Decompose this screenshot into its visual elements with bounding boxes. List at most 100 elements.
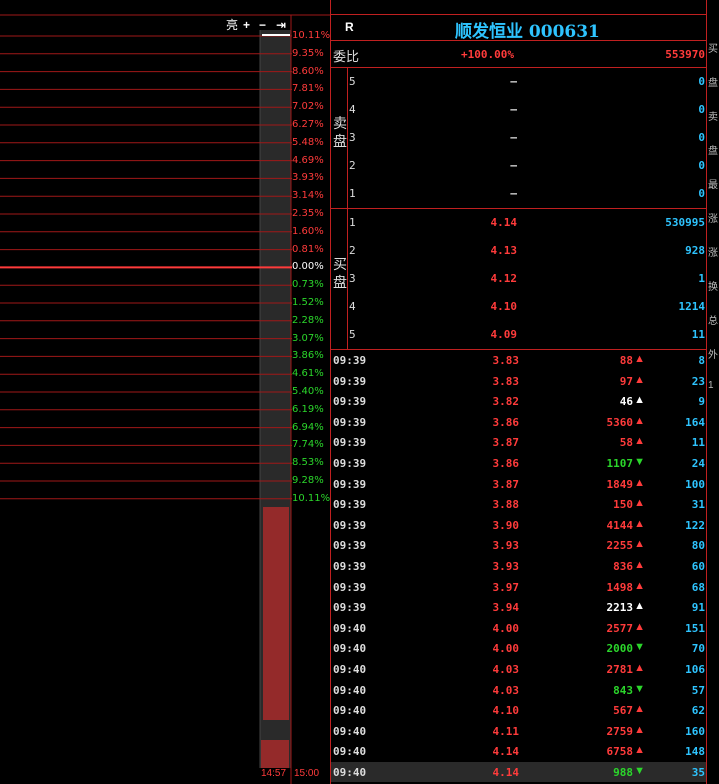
book-volume: 0 [698, 187, 705, 200]
pct-tick-label: 2.28% [292, 314, 324, 326]
tick-row[interactable]: 09:39 3.87 58 ▲ 11 [331, 432, 707, 452]
tick-time: 09:39 [333, 395, 367, 409]
tick-row[interactable]: 09:39 3.97 1498 ▲ 68 [331, 577, 707, 597]
pct-tick-label: 0.73% [292, 279, 324, 291]
tick-volume: 58 [619, 436, 633, 450]
arrow-up-icon: ▲ [634, 662, 645, 674]
arrow-down-icon: ▼ [634, 765, 645, 777]
edge-label: 卖 [708, 112, 718, 123]
tick-row[interactable]: 09:40 4.00 2000 ▼ 70 [331, 638, 707, 658]
tick-row[interactable]: 09:39 3.86 1107 ▼ 24 [331, 453, 707, 473]
tick-count: 57 [691, 683, 705, 697]
book-row[interactable]: 2 4.13 928 [331, 237, 707, 265]
tick-price: 3.82 [492, 395, 520, 409]
r-badge[interactable]: R [345, 20, 354, 34]
zoom-out-icon[interactable]: − [259, 18, 267, 32]
tick-time: 09:40 [333, 663, 367, 676]
time-end-label: 15:00 [294, 768, 320, 779]
arrow-up-icon: ▲ [634, 476, 645, 489]
tick-row[interactable]: 09:39 3.93 2255 ▲ 80 [331, 535, 707, 555]
arrow-down-icon: ▼ [634, 682, 645, 695]
zoom-in-icon[interactable]: + [243, 18, 251, 32]
tick-row[interactable]: 09:39 3.88 150 ▲ 31 [331, 494, 707, 514]
edge-label: 换 [708, 282, 718, 293]
book-row[interactable]: 1 4.14 530995 [331, 209, 707, 237]
tick-volume: 567 [613, 704, 633, 718]
arrow-up-icon: ▲ [634, 538, 645, 551]
tick-row[interactable]: 09:39 3.82 46 ▲ 9 [331, 391, 707, 411]
book-volume: 1 [698, 272, 705, 285]
tick-price: 3.83 [492, 374, 520, 388]
pct-tick-label: 7.81% [292, 83, 324, 95]
book-price: 4.13 [490, 244, 518, 257]
book-level: 2 [349, 244, 356, 257]
book-row[interactable]: 4 – 0 [331, 96, 707, 124]
sell-label: 卖盘 [333, 115, 347, 149]
arrow-up-icon: ▲ [634, 517, 645, 530]
arrow-up-icon: ▲ [634, 559, 645, 571]
pct-tick-label: 4.61% [292, 368, 324, 380]
pct-tick-label: 1.60% [292, 225, 324, 237]
tick-price: 3.97 [492, 580, 520, 594]
tick-price: 4.14 [492, 745, 520, 759]
tick-volume: 1498 [606, 580, 634, 594]
tick-row[interactable]: 09:39 3.86 5360 ▲ 164 [331, 412, 707, 432]
tick-price: 3.90 [492, 518, 520, 532]
buy-divider [347, 209, 348, 349]
tick-volume: 2000 [606, 642, 634, 656]
tick-row[interactable]: 09:39 3.83 97 ▲ 23 [331, 371, 707, 391]
book-row[interactable]: 3 – 0 [331, 124, 707, 152]
tick-count: 24 [691, 457, 705, 470]
arrow-up-icon: ▲ [634, 414, 645, 427]
quote-panel: R 顺发恒业 000631 委比 +100.00% 553970 卖盘 5–0 4… [330, 0, 707, 784]
tick-count: 164 [685, 415, 705, 429]
edge-label: 盘 [708, 78, 718, 89]
tick-row[interactable]: 09:39 3.87 1849 ▲ 100 [331, 474, 707, 494]
tick-row[interactable]: 09:39 3.93 836 ▲ 60 [331, 556, 707, 576]
tick-row[interactable]: 09:39 3.83 88 ▲ 8 [331, 350, 707, 370]
book-volume: 0 [698, 75, 705, 88]
book-volume: 928 [685, 244, 705, 257]
tick-volume: 2781 [606, 663, 634, 676]
fit-icon[interactable]: ⇥ [276, 18, 287, 32]
buy-book: 买盘 1 4.14 530995 2 4.13 928 3 4.12 1 4 4.10 1214 5 4.… [331, 209, 707, 350]
tick-row[interactable]: 09:40 4.03 2781 ▲ 106 [331, 659, 707, 679]
pct-tick-label: 10.11% [292, 492, 331, 504]
arrow-up-icon: ▲ [634, 353, 645, 365]
tick-row[interactable]: 09:39 3.90 4144 ▲ 122 [331, 515, 707, 535]
tick-time: 09:39 [333, 518, 367, 532]
book-row[interactable]: 2 – 0 [331, 152, 707, 180]
weibi-diff: 553970 [665, 48, 705, 61]
tick-row[interactable]: 09:40 4.14 988 ▼ 35 [331, 762, 707, 782]
tick-volume: 1107 [606, 457, 634, 470]
book-row[interactable]: 4 4.10 1214 [331, 293, 707, 321]
tick-time: 09:39 [333, 374, 367, 388]
tick-row[interactable]: 09:39 3.94 2213 ▲ 91 [331, 597, 707, 617]
tick-count: 160 [685, 724, 705, 738]
tick-count: 80 [691, 539, 705, 553]
tick-volume: 4144 [606, 518, 634, 532]
book-row[interactable]: 5 4.09 11 [331, 321, 707, 349]
book-volume: 0 [698, 103, 705, 116]
book-row[interactable]: 1 – 0 [331, 180, 707, 208]
chart-canvas [0, 14, 330, 784]
book-level: 2 [349, 159, 356, 172]
tick-count: 70 [691, 642, 705, 656]
pct-tick-label: 1.52% [292, 297, 324, 308]
tick-time: 09:39 [333, 354, 367, 367]
tick-time: 09:39 [333, 539, 367, 553]
tick-count: 62 [691, 704, 705, 718]
tick-row[interactable]: 09:40 4.11 2759 ▲ 160 [331, 721, 707, 741]
book-row[interactable]: 5 – 0 [331, 68, 707, 96]
brightness-toggle[interactable]: 亮 [226, 18, 239, 32]
intraday-chart[interactable]: 亮 + − ⇥ 10.11% 9.35% 8.60% 7.81% 7.02% 6.27% 5… [0, 0, 330, 784]
book-volume: 530995 [665, 216, 705, 229]
tick-price: 3.88 [492, 498, 520, 512]
book-row[interactable]: 3 4.12 1 [331, 265, 707, 293]
tick-row[interactable]: 09:40 4.10 567 ▲ 62 [331, 700, 707, 720]
tick-time: 09:39 [333, 601, 367, 615]
tick-row[interactable]: 09:40 4.03 843 ▼ 57 [331, 680, 707, 700]
tick-row[interactable]: 09:40 4.00 2577 ▲ 151 [331, 618, 707, 638]
tick-row[interactable]: 09:40 4.14 6758 ▲ 148 [331, 741, 707, 761]
